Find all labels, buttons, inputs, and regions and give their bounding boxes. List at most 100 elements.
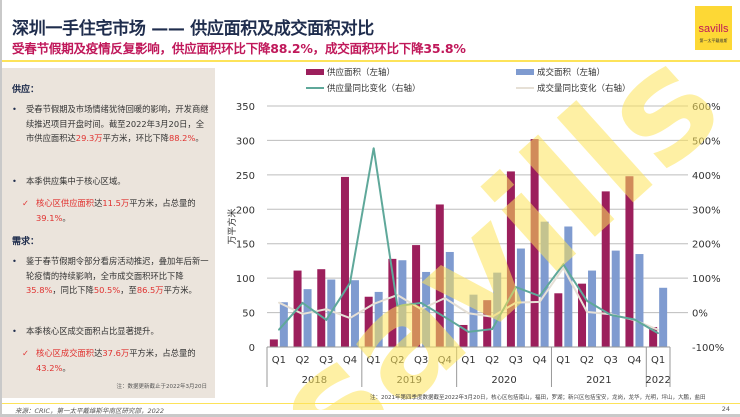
text: 受春节假期及市场情绪犹待回暖的影响，开发商继续推迟项目开盘时间。截至2022年3… [26, 104, 209, 143]
supply-point-2: • 本季供应集中于核心区域。 [12, 174, 212, 189]
legend-label: 成交量同比变化（右轴） [537, 83, 631, 94]
chart-footnote: 注：2021年第四季度数据截至2022年3月20日，核心区包括南山，福田，罗湖；… [370, 395, 706, 401]
commentary-panel: 供应： • 受春节假期及市场情绪犹待回暖的影响，开发商继续推迟项目开盘时间。截至… [2, 68, 215, 398]
page-subtitle: 受春节假期及疫情反复影响，供应面积环比下降88.2%，成交面积环比下降35.8% [12, 41, 466, 56]
text: 平方米，占总量的 [129, 348, 196, 358]
bar-transaction [540, 221, 549, 347]
bar-supply [435, 204, 444, 347]
highlight-value: 37.6万 [102, 348, 130, 358]
logo-wordmark: savills [698, 23, 729, 35]
bar-supply [625, 176, 634, 347]
y-tick-label-right: 300% [692, 205, 721, 216]
bar-supply [269, 339, 278, 347]
point-transaction-yoy [420, 308, 422, 310]
bar-transaction [611, 250, 620, 347]
highlight-value: 43.2% [36, 362, 63, 373]
supply-heading: 供应： [12, 85, 40, 95]
point-supply-yoy [657, 332, 659, 335]
point-supply-yoy [562, 263, 565, 266]
x-group-label: 2018 [302, 375, 327, 386]
x-tick-label: Q3 [604, 355, 618, 366]
supply-point-1: • 受春节假期及市场情绪犹待回暖的影响，开发商继续推迟项目开盘时间。截至2022… [12, 102, 212, 146]
highlight-label: 核心区供应面积 [36, 198, 95, 208]
text: 。 [195, 133, 204, 143]
point-supply-yoy [491, 328, 494, 330]
point-transaction-yoy [443, 297, 446, 299]
text: 平方米，环比下降 [102, 133, 169, 143]
y-tick-label-right: 500% [692, 136, 721, 147]
text: 鉴于春节假期令部分看房活动推迟，叠加年后新一轮疫情的持续影响，全市成交面积环比下… [26, 256, 209, 281]
x-tick-label: Q2 [295, 355, 309, 366]
demand-point-1: • 鉴于春节假期令部分看房活动推迟，叠加年后新一轮疫情的持续影响，全市成交面积环… [12, 254, 212, 298]
demand-subpoint: ✓ 核心区成交面积达37.6万平方米，占总量的 43.2%。 [12, 346, 212, 375]
text: 达 [94, 198, 103, 208]
text: 。 [62, 362, 71, 373]
x-tick-label: Q3 [414, 355, 428, 366]
text: ，同比下降 [52, 285, 94, 295]
footer-divider [2, 403, 740, 404]
point-supply-yoy [633, 318, 636, 321]
bar-supply [506, 171, 515, 347]
point-transaction-yoy [301, 313, 304, 315]
bar-supply [530, 139, 539, 347]
x-tick-label: Q2 [580, 355, 594, 366]
point-supply-yoy [538, 295, 541, 297]
y-tick-label-right: 200% [692, 240, 721, 251]
point-supply-yoy [372, 147, 375, 149]
y-tick-label-left: 100 [236, 274, 255, 285]
point-supply-yoy [396, 305, 399, 307]
x-tick-label: Q2 [485, 355, 499, 366]
highlight-value: 11.5万 [102, 198, 130, 208]
y-tick-label-left: 300 [236, 136, 255, 147]
x-group-label: 2019 [397, 375, 422, 386]
bar-transaction [469, 294, 478, 347]
highlight-value: 35.8% [26, 285, 53, 295]
bullet-icon: • [12, 326, 17, 336]
x-tick-label: Q2 [390, 355, 404, 366]
page-number: 24 [721, 405, 730, 413]
point-supply-yoy [301, 302, 304, 304]
y-tick-label-left: 350 [236, 102, 255, 113]
bar-transaction [445, 251, 454, 347]
highlight-value: 29.3万 [75, 133, 103, 143]
y-tick-label-right: -100% [692, 343, 724, 354]
point-transaction-yoy [278, 301, 280, 304]
bar-transaction [350, 280, 359, 347]
point-transaction-yoy [586, 311, 588, 313]
y-tick-label-right: 0% [692, 309, 708, 320]
logo-subtext: 第一太平戴维斯 [699, 38, 728, 43]
bar-supply [554, 293, 563, 347]
point-transaction-yoy [538, 301, 541, 303]
slide-border-left [0, 0, 2, 417]
bar-transaction [398, 260, 407, 347]
text: 平方米。 [163, 285, 197, 295]
bar-transaction [422, 271, 431, 347]
highlight-value: 50.5% [93, 285, 121, 295]
x-tick-label: Q3 [319, 355, 333, 366]
point-supply-yoy [515, 286, 517, 288]
panel-note: 注：数据更新截止于2022年3月20日 [116, 384, 208, 390]
savills-logo: savills 第一太平戴维斯 [695, 6, 732, 50]
x-group-label: 2020 [491, 375, 516, 386]
text: 本季供应集中于核心区域。 [26, 176, 126, 186]
text: 平方米，占总量的 [129, 198, 196, 208]
x-tick-label: Q4 [627, 355, 641, 366]
check-icon: ✓ [22, 198, 29, 208]
point-supply-yoy [325, 319, 328, 321]
bar-transaction [659, 287, 668, 347]
slide-border-bottom [0, 414, 740, 417]
legend-swatch [306, 69, 324, 75]
point-transaction-yoy [657, 328, 659, 331]
point-supply-yoy [586, 300, 588, 302]
bar-supply [649, 327, 658, 347]
y-tick-label-right: 400% [692, 171, 721, 182]
point-supply-yoy [609, 314, 612, 316]
bar-supply [412, 245, 421, 347]
check-icon: ✓ [22, 348, 29, 358]
x-tick-label: Q1 [461, 355, 475, 366]
y-tick-label-right: 100% [692, 274, 721, 285]
y-tick-label-left: 0 [249, 343, 255, 354]
y-tick-label-left: 200 [236, 205, 255, 216]
point-supply-yoy [349, 282, 351, 284]
bar-supply [317, 269, 326, 347]
